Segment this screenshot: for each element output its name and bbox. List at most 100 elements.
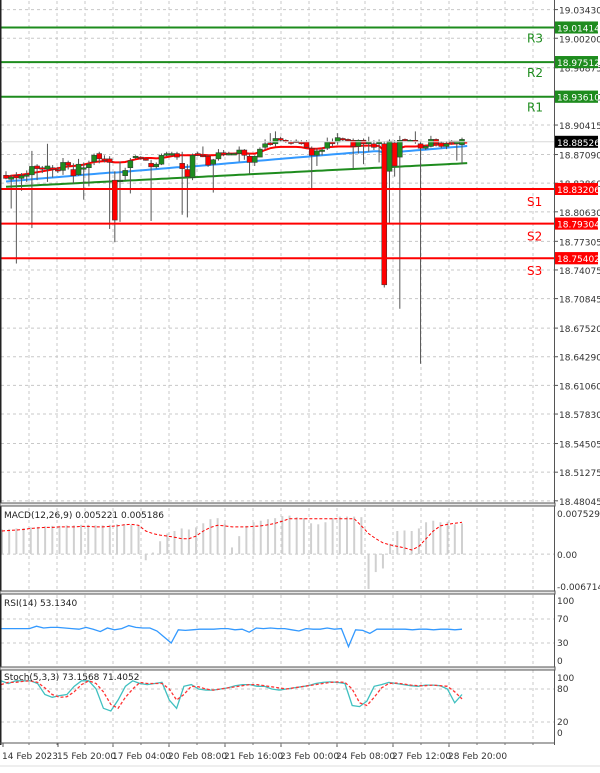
rsi-title: RSI(14) 53.1340 <box>4 599 77 609</box>
level-r3: R3 19.01414 <box>1 21 600 45</box>
candle[interactable] <box>96 151 103 164</box>
price-tick-label: 18.64290 <box>559 354 600 364</box>
price-tick-label: 18.51275 <box>559 469 600 479</box>
price-tick-label: 18.67520 <box>559 325 600 335</box>
candle[interactable] <box>340 137 346 142</box>
price-axis[interactable]: 19.03430 19.00200 18.96875 18.93610 18.90415… <box>1 7 600 739</box>
candle[interactable] <box>246 153 253 174</box>
candle[interactable] <box>257 147 263 158</box>
support-resistance-levels: R3 19.01414 R2 18.97512 R1 18.93610 S1 18.83206… <box>1 21 600 278</box>
svg-text:18.88526: 18.88526 <box>557 139 600 149</box>
level-s1: S1 18.83206 <box>1 182 600 209</box>
candle[interactable] <box>194 151 201 157</box>
candle[interactable] <box>153 162 160 169</box>
candle[interactable] <box>298 140 305 145</box>
candle[interactable] <box>163 151 170 157</box>
level-label: S3 <box>527 264 542 278</box>
candle[interactable] <box>60 157 66 175</box>
candle[interactable] <box>402 138 408 142</box>
level-r2: R2 18.97512 <box>1 56 600 80</box>
candle[interactable] <box>293 139 299 143</box>
candle[interactable] <box>18 173 25 191</box>
candle[interactable] <box>205 154 211 167</box>
candle[interactable] <box>308 146 315 189</box>
time-tick-label: 23 Feb 00:00 <box>280 752 339 762</box>
stochastic-panel[interactable] <box>0 680 554 723</box>
price-panel[interactable] <box>3 131 468 364</box>
price-tick-label: 18.54505 <box>559 441 600 451</box>
time-tick-label: 27 Feb 12:00 <box>392 752 451 762</box>
candle[interactable] <box>174 151 180 160</box>
candle[interactable] <box>44 143 51 182</box>
candle[interactable] <box>23 170 30 182</box>
candle[interactable] <box>231 152 237 156</box>
candle[interactable] <box>226 151 232 156</box>
candle[interactable] <box>127 157 134 194</box>
macd-tick-label: 0.00 <box>557 551 577 561</box>
svg-text:18.83206: 18.83206 <box>557 186 600 196</box>
candle[interactable] <box>365 136 372 152</box>
price-tick-label: 18.96875 <box>559 65 600 75</box>
level-label: S2 <box>527 230 542 244</box>
price-tick-label: 19.00200 <box>559 35 600 45</box>
candle[interactable] <box>277 136 284 143</box>
candle[interactable] <box>158 153 165 166</box>
candle[interactable] <box>272 131 279 147</box>
candle[interactable] <box>251 155 258 166</box>
candle[interactable] <box>314 148 320 166</box>
candle[interactable] <box>215 149 222 161</box>
level-label: R1 <box>527 101 543 115</box>
candle[interactable] <box>241 149 248 160</box>
candle[interactable] <box>179 151 185 215</box>
svg-text:19.01414: 19.01414 <box>557 24 600 34</box>
candle[interactable] <box>334 133 341 145</box>
svg-text:18.75402: 18.75402 <box>557 255 600 265</box>
macd-panel[interactable] <box>1 515 554 589</box>
candle[interactable] <box>210 158 217 193</box>
price-tick-label: 19.03430 <box>559 7 600 17</box>
candle[interactable] <box>345 138 351 142</box>
svg-text:18.79304: 18.79304 <box>557 221 600 231</box>
candle[interactable] <box>137 156 144 160</box>
candle[interactable] <box>189 153 196 181</box>
svg-text:18.97512: 18.97512 <box>557 59 600 69</box>
candle[interactable] <box>319 147 325 156</box>
candle[interactable] <box>422 144 429 151</box>
candle[interactable] <box>417 141 424 364</box>
candle[interactable] <box>106 156 113 229</box>
candle[interactable] <box>397 135 403 309</box>
rsi-panel[interactable] <box>1 618 554 649</box>
candle[interactable] <box>184 164 191 218</box>
price-tick-label: 18.90415 <box>559 122 600 132</box>
candle[interactable] <box>80 162 87 200</box>
time-tick-label: 21 Feb 16:00 <box>224 752 283 762</box>
time-tick-label: 24 Feb 08:00 <box>336 752 395 762</box>
macd-title: MACD(12,26,9) 0.005221 0.005186 <box>4 511 164 521</box>
stoch-tick-label: 80 <box>557 685 569 695</box>
candle[interactable] <box>288 140 294 145</box>
candle[interactable] <box>34 164 40 181</box>
candle[interactable] <box>329 138 336 147</box>
candle[interactable] <box>262 139 268 151</box>
candle[interactable] <box>143 157 149 161</box>
candle[interactable] <box>267 133 274 146</box>
candle[interactable] <box>200 146 206 158</box>
candle[interactable] <box>117 161 123 222</box>
candle[interactable] <box>324 137 331 151</box>
macd-tick-label: -0.006714 <box>557 583 600 593</box>
candle[interactable] <box>65 160 71 170</box>
candle[interactable] <box>49 165 56 178</box>
candle[interactable] <box>283 139 289 143</box>
candle[interactable] <box>381 141 388 288</box>
candle[interactable] <box>122 167 128 181</box>
candle[interactable] <box>86 160 92 187</box>
candle[interactable] <box>386 139 393 223</box>
candle[interactable] <box>112 171 118 243</box>
candle[interactable] <box>75 158 82 176</box>
candle[interactable] <box>443 141 450 150</box>
price-tick-label: 18.57830 <box>559 411 600 421</box>
candle[interactable] <box>3 171 9 180</box>
